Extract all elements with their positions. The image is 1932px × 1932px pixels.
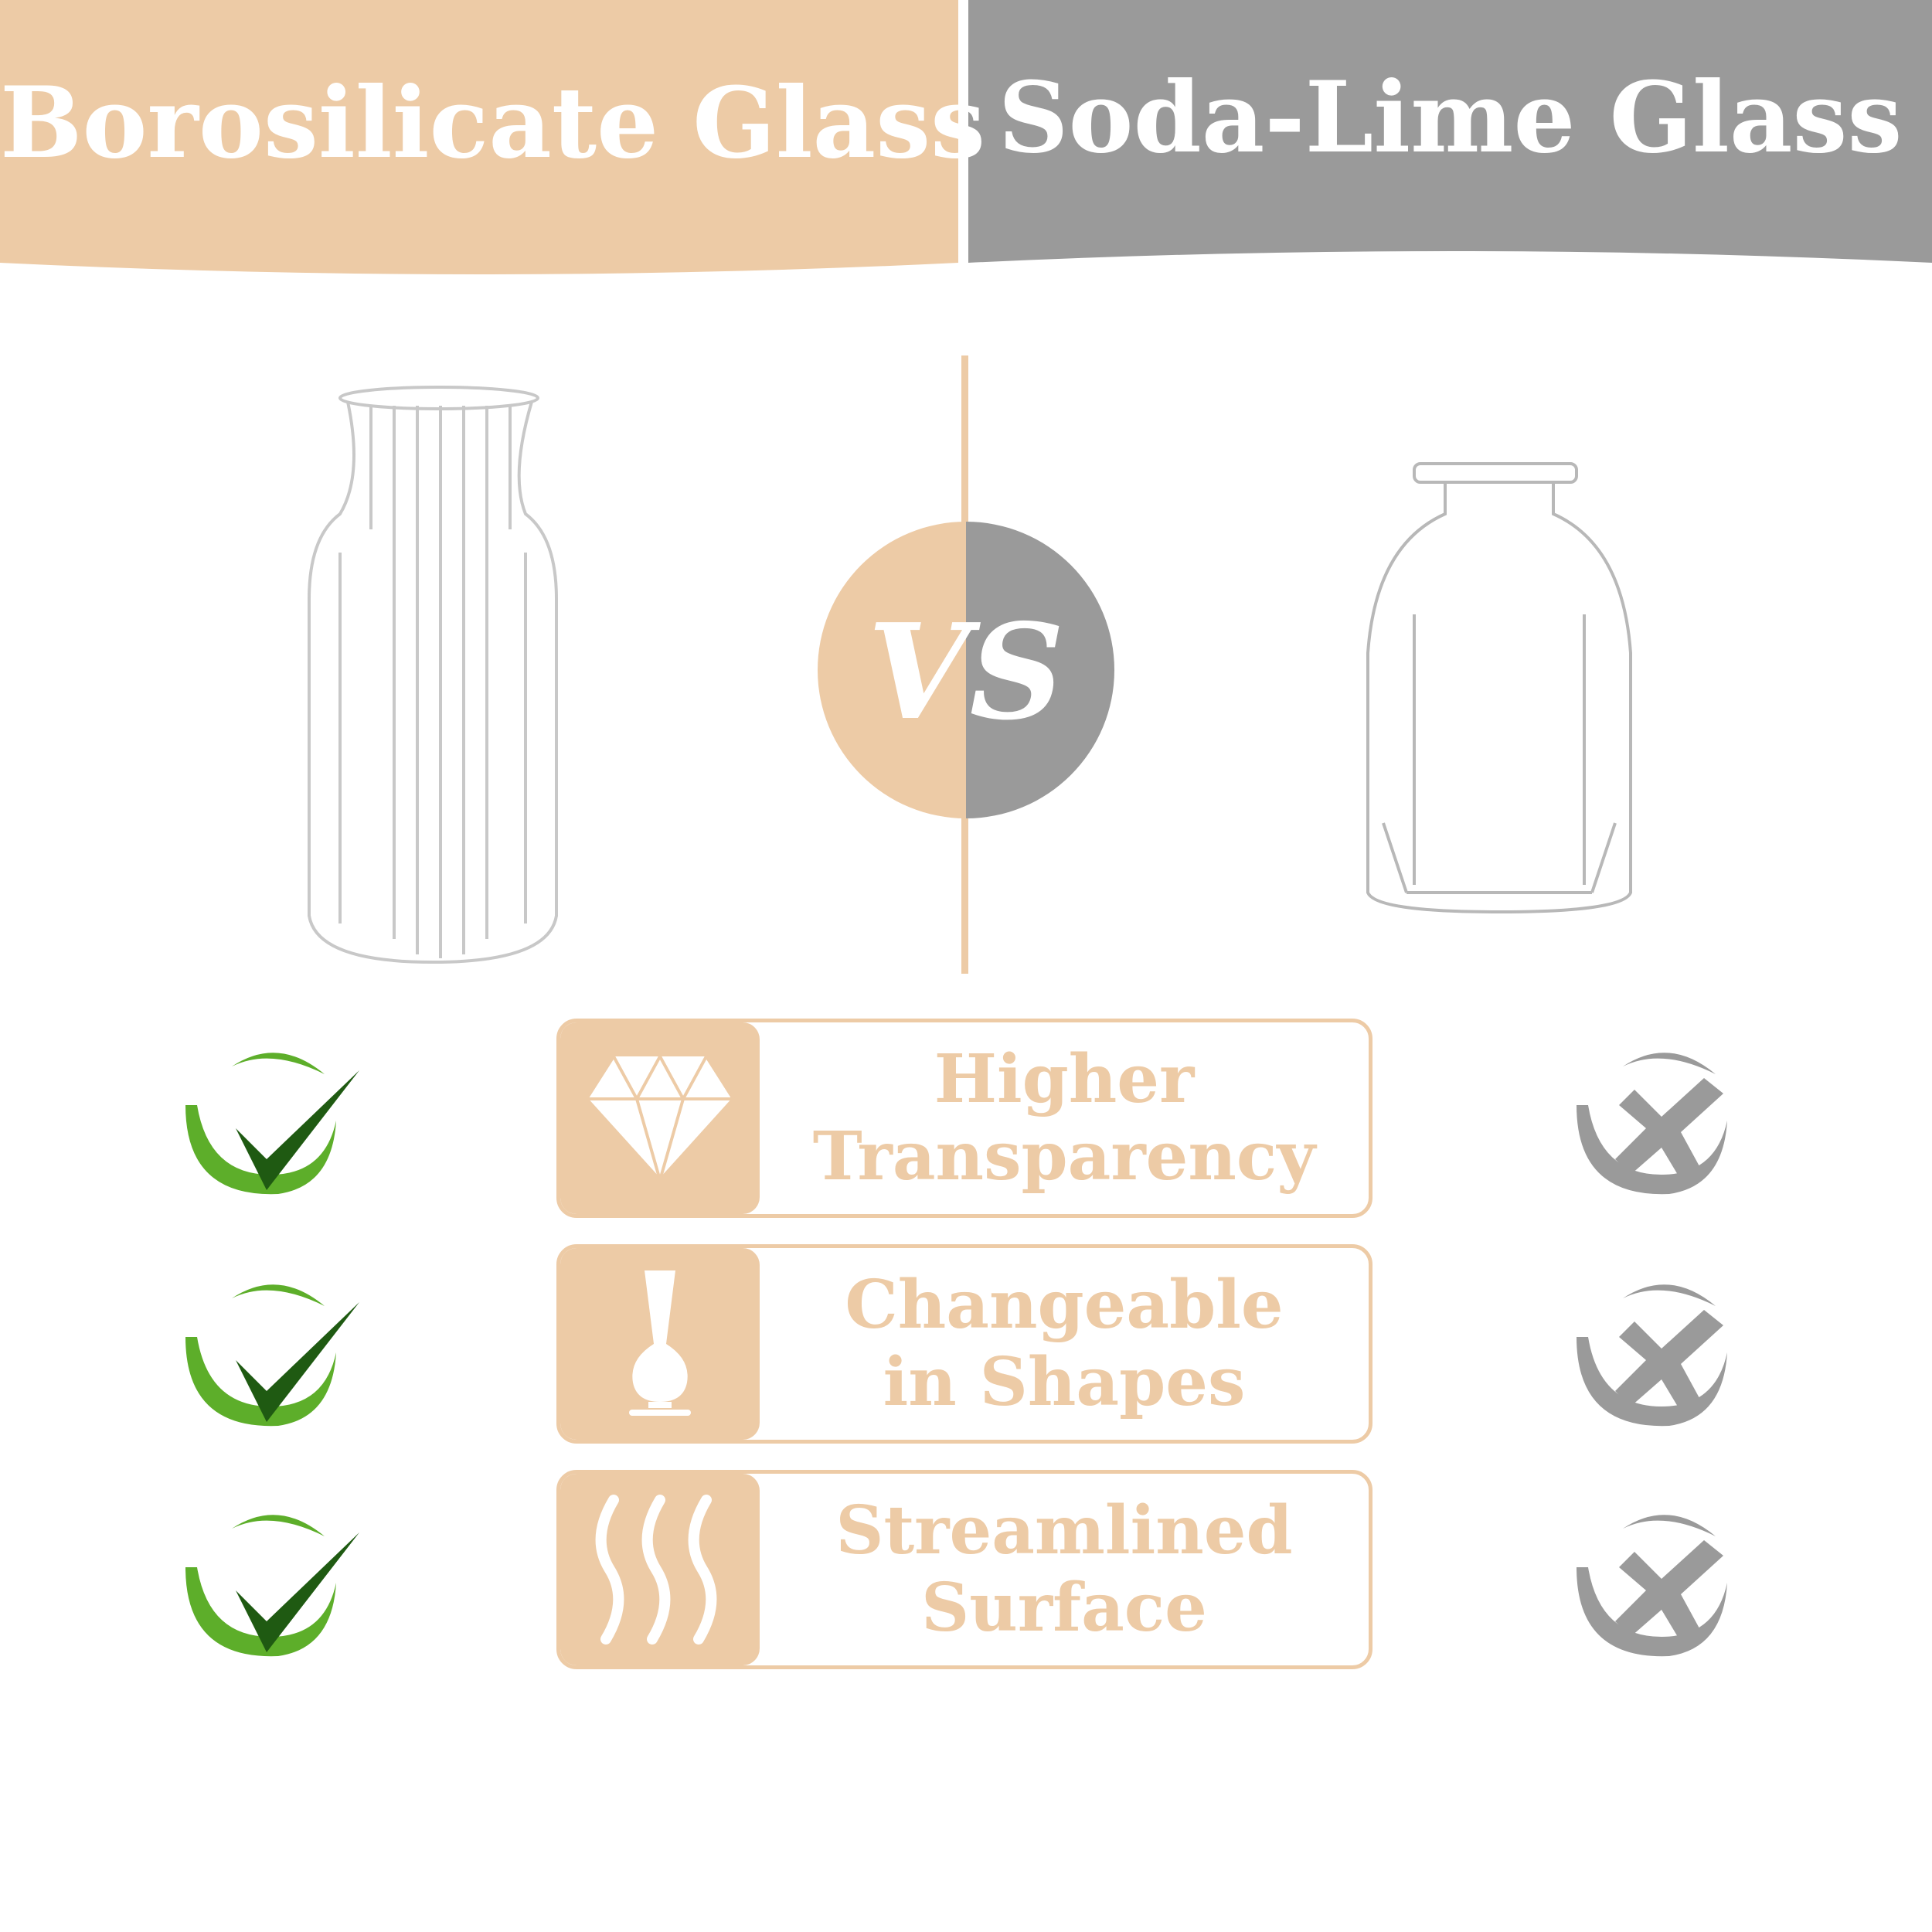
vase-icon [560,1248,760,1440]
cross-icon [1577,1284,1727,1427]
feature-line2: Surface [921,1569,1207,1647]
vs-badge [818,522,1114,818]
soda-lime-title: Soda-Lime Glass [998,60,1903,175]
check-icon [185,1515,359,1657]
soda-lime-bottle-image [1366,462,1632,914]
feature-line1: Higher [934,1040,1195,1118]
feature-line1: Streamlined [835,1492,1293,1570]
borosilicate-vase-image [308,386,558,964]
diamond-icon [560,1022,760,1214]
check-icon [185,1284,359,1427]
header-right-bg [968,0,1932,263]
feature-card-shapes: Changeable in Shapes [556,1244,1372,1444]
check-icon [185,1053,359,1195]
header-left-bg [0,0,958,274]
feature-line2: in Shapes [883,1343,1246,1421]
vs-label: VS [867,595,1065,750]
wavy-lines-icon [560,1474,760,1665]
cross-icon [1577,1515,1727,1657]
cross-icon [1577,1053,1727,1195]
feature-line2: Transparency [812,1117,1316,1196]
header-banner [0,0,1932,274]
feature-card-surface: Streamlined Surface [556,1470,1372,1669]
feature-card-transparency: Higher Transparency [556,1019,1372,1218]
feature-line1: Changeable [845,1266,1284,1344]
borosilicate-title: Borosilicate Glass [0,66,986,180]
